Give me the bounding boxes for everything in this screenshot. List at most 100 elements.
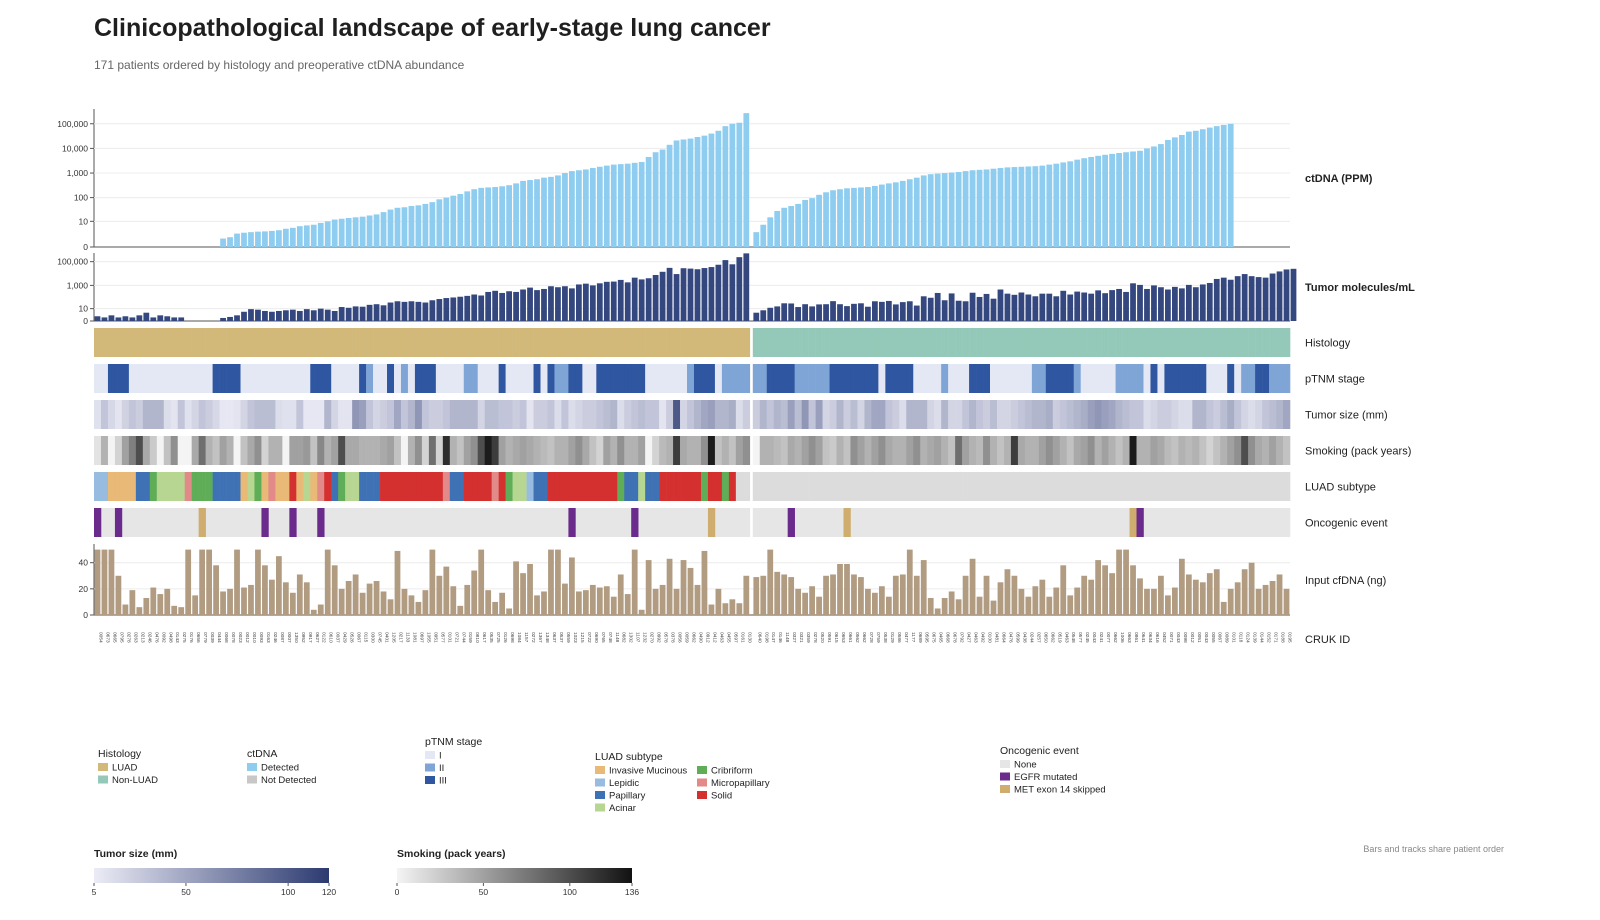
ctdna-bar (457, 194, 464, 247)
histology-cell (407, 328, 416, 357)
cruk-id-label: 0124 (1245, 632, 1251, 643)
tumor-size-legend-tick-label: 120 (322, 887, 336, 897)
cfdna-bar (269, 579, 275, 615)
smoking-cell (996, 436, 1005, 465)
ptnm-stage-cell (317, 364, 325, 393)
ptnm-stage-cell (505, 364, 513, 393)
oncogenic-event-event-cell (843, 508, 851, 537)
tumor-size-cell (575, 400, 583, 429)
ctdna-bar (380, 212, 387, 247)
cfdna-bar (638, 609, 645, 615)
tumor-size-legend-tick-label: 5 (92, 887, 97, 897)
ctdna-bar (666, 144, 673, 247)
tumor-size-cell (470, 400, 479, 429)
smoking-cell (310, 436, 318, 465)
luad-subtype-cell (603, 472, 611, 501)
oncogenic-event-cell (1171, 508, 1179, 537)
histology-cell (156, 328, 165, 357)
tumor-molecules-bar (527, 287, 533, 321)
cfdna-bar (1004, 569, 1011, 615)
cfdna-bar (373, 581, 380, 615)
oncogenic-event-legend-item: MET exon 14 skipped (1014, 785, 1106, 796)
tumor-size-cell (766, 400, 775, 429)
cruk-id-label: 0662 (1049, 632, 1055, 643)
cruk-id-label: 0272 (530, 632, 536, 643)
tumor-molecules-bar (941, 300, 948, 321)
luad-subtype-cell (393, 472, 402, 501)
oncogenic-event-cell (1080, 508, 1088, 537)
cfdna-bar (129, 590, 136, 615)
ptnm-stage-cell (1213, 364, 1221, 393)
ctdna-bar (234, 233, 240, 247)
histology-cell (1080, 328, 1088, 357)
histology-cell (94, 328, 102, 357)
oncogenic-event-cell (582, 508, 590, 537)
smoking-cell (519, 436, 527, 465)
tumor-size-cell (990, 400, 998, 429)
tumor-molecules-bar (289, 309, 296, 321)
ctdna-bar (255, 231, 261, 247)
tumor-molecules-bar (499, 292, 506, 321)
oncogenic-event-cell (927, 508, 935, 537)
oncogenic-event-event-cell (94, 508, 102, 537)
tumor-size-cell (1017, 400, 1026, 429)
histology-cell (1262, 328, 1270, 357)
luad-subtype-cell (1241, 472, 1249, 501)
oncogenic-event-cell (969, 508, 977, 537)
tumor-size-cell (1094, 400, 1102, 429)
cruk-id-label: 0526 (349, 632, 355, 643)
smoking-cell (1157, 436, 1165, 465)
tumor-size-cell (1136, 400, 1144, 429)
smoking-cell (198, 436, 206, 465)
cruk-id-label: 1157 (523, 632, 529, 643)
cruk-id-label: 0861 (1133, 632, 1139, 643)
histology-cell (366, 328, 374, 357)
ptnm-stage-legend-item: II (439, 763, 444, 774)
tumor-molecules-bar (380, 305, 387, 321)
smoking-cell (1024, 436, 1033, 465)
histology-cell (400, 328, 409, 357)
smoking-cell (829, 436, 837, 465)
tumor-molecules-bar (753, 312, 760, 321)
luad-subtype-cell (948, 472, 956, 501)
ctdna-bar (575, 170, 582, 247)
tumor-size-cell (899, 400, 907, 429)
tumor-molecules-bar (359, 306, 366, 321)
cruk-id-label: 0728 (868, 632, 874, 643)
ptnm-stage-cell (801, 364, 809, 393)
luad-subtype-cell (652, 472, 660, 501)
oncogenic-event-cell (128, 508, 137, 537)
ptnm-stage-cell (575, 364, 583, 393)
histology-cell (1234, 328, 1242, 357)
tumor-size-cell (596, 400, 604, 429)
oncogenic-event-cell (1206, 508, 1214, 537)
tumor-molecules-bar (464, 295, 471, 321)
tumor-size-cell (815, 400, 823, 429)
histology-cell (990, 328, 998, 357)
ctdna-bar (962, 171, 969, 247)
cruk-id-label: 0055 (1210, 632, 1216, 643)
ctdna-bar (906, 179, 913, 247)
tumor-molecules-bar (708, 267, 715, 321)
smoking-cell (721, 436, 730, 465)
smoking-cell (1059, 436, 1068, 465)
oncogenic-event-cell (596, 508, 604, 537)
ptnm-stage-cell (1108, 364, 1116, 393)
tumor-size-cell (1192, 400, 1200, 429)
luad-subtype-cell (1017, 472, 1026, 501)
histology-cell (449, 328, 458, 357)
cruk-id-label: 0690 (593, 632, 599, 643)
smoking-cell (1108, 436, 1116, 465)
tumor-molecules-bar (1025, 294, 1032, 321)
ptnm-stage-cell (345, 364, 353, 393)
tumor-size-cell (1003, 400, 1012, 429)
ptnm-stage-cell (666, 364, 674, 393)
smoking-cell (435, 436, 444, 465)
histology-cell (673, 328, 681, 357)
cfdna-bar (1018, 588, 1025, 615)
cfdna-bar (108, 549, 115, 615)
histology-cell (338, 328, 346, 357)
luad-subtype-cell (1199, 472, 1207, 501)
luad-subtype-cell (442, 472, 451, 501)
ctdna-bar (802, 199, 809, 247)
